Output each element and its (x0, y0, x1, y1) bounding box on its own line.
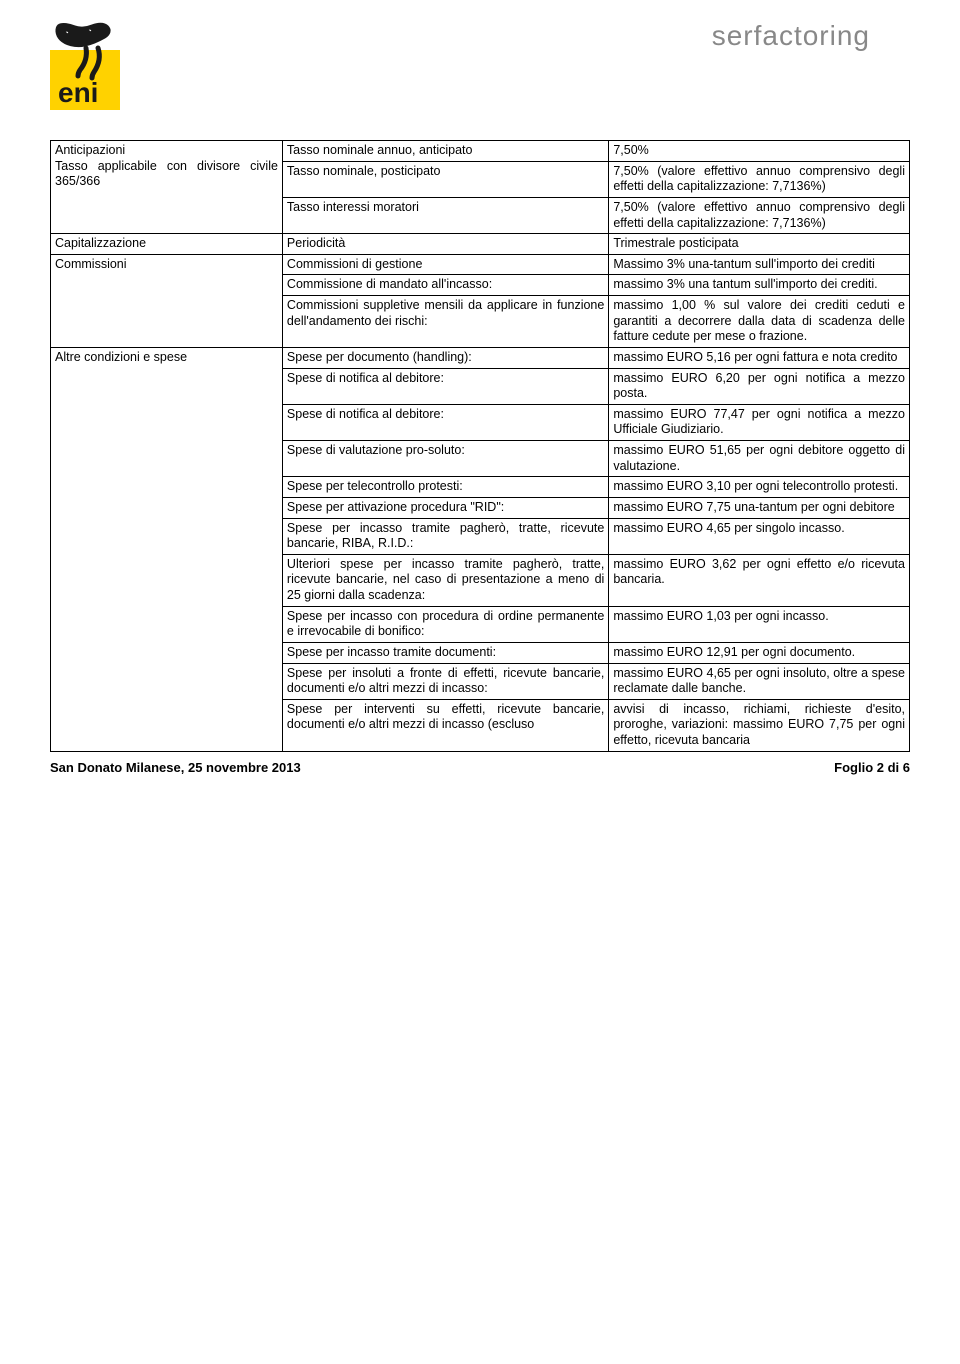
col-value: massimo EURO 4,65 per ogni insoluto, olt… (609, 663, 910, 699)
col-item: Spese per incasso tramite documenti: (282, 642, 608, 663)
col-category: Altre condizioni e spese (51, 347, 283, 751)
table-row: CapitalizzazionePeriodicitàTrimestrale p… (51, 234, 910, 255)
col-value: 7,50% (valore effettivo annuo comprensiv… (609, 197, 910, 233)
col-value: Massimo 3% una-tantum sull'importo dei c… (609, 254, 910, 275)
col-item: Tasso interessi moratori (282, 197, 608, 233)
col-item: Spese di notifica al debitore: (282, 404, 608, 440)
col-value: massimo EURO 7,75 una-tantum per ogni de… (609, 497, 910, 518)
col-category: Capitalizzazione (51, 234, 283, 255)
col-value: massimo 1,00 % sul valore dei crediti ce… (609, 296, 910, 348)
eni-logo: eni (50, 20, 130, 110)
brand-name: serfactoring (712, 20, 870, 52)
col-value: massimo EURO 6,20 per ogni notifica a me… (609, 368, 910, 404)
col-category: Commissioni (51, 254, 283, 347)
logo-text: eni (58, 77, 98, 108)
col-value: Trimestrale posticipata (609, 234, 910, 255)
col-item: Spese per attivazione procedura "RID": (282, 497, 608, 518)
col-value: massimo EURO 5,16 per ogni fattura e not… (609, 347, 910, 368)
col-value: massimo 3% una tantum sull'importo dei c… (609, 275, 910, 296)
col-item: Spese per documento (handling): (282, 347, 608, 368)
table-row: CommissioniCommissioni di gestioneMassim… (51, 254, 910, 275)
col-item: Spese per interventi su effetti, ricevut… (282, 699, 608, 751)
col-value: avvisi di incasso, richiami, richieste d… (609, 699, 910, 751)
col-item: Periodicità (282, 234, 608, 255)
col-value: massimo EURO 12,91 per ogni documento. (609, 642, 910, 663)
col-item: Commissione di mandato all'incasso: (282, 275, 608, 296)
pricing-table: Anticipazioni Tasso applicabile con divi… (50, 140, 910, 752)
col-value: massimo EURO 51,65 per ogni debitore ogg… (609, 441, 910, 477)
col-value: 7,50% (valore effettivo annuo comprensiv… (609, 161, 910, 197)
page-header: eni serfactoring (50, 20, 910, 110)
table-row: Altre condizioni e speseSpese per docume… (51, 347, 910, 368)
col-item: Commissioni di gestione (282, 254, 608, 275)
col-item: Spese per incasso tramite pagherò, tratt… (282, 518, 608, 554)
col-value: 7,50% (609, 141, 910, 162)
col-value: massimo EURO 3,62 per ogni effetto e/o r… (609, 554, 910, 606)
col-item: Commissioni suppletive mensili da applic… (282, 296, 608, 348)
col-item: Spese di notifica al debitore: (282, 368, 608, 404)
col-item: Spese per incasso con procedura di ordin… (282, 606, 608, 642)
col-value: massimo EURO 77,47 per ogni notifica a m… (609, 404, 910, 440)
col-item: Spese di valutazione pro-soluto: (282, 441, 608, 477)
col-value: massimo EURO 3,10 per ogni telecontrollo… (609, 477, 910, 498)
col-item: Spese per insoluti a fronte di effetti, … (282, 663, 608, 699)
col-item: Tasso nominale annuo, anticipato (282, 141, 608, 162)
col-item: Spese per telecontrollo protesti: (282, 477, 608, 498)
footer-right: Foglio 2 di 6 (834, 760, 910, 775)
page-footer: San Donato Milanese, 25 novembre 2013 Fo… (50, 760, 910, 775)
col-item: Tasso nominale, posticipato (282, 161, 608, 197)
col-value: massimo EURO 1,03 per ogni incasso. (609, 606, 910, 642)
footer-left: San Donato Milanese, 25 novembre 2013 (50, 760, 301, 775)
table-row: Anticipazioni Tasso applicabile con divi… (51, 141, 910, 162)
col-category: Anticipazioni Tasso applicabile con divi… (51, 141, 283, 234)
col-value: massimo EURO 4,65 per singolo incasso. (609, 518, 910, 554)
col-item: Ulteriori spese per incasso tramite pagh… (282, 554, 608, 606)
